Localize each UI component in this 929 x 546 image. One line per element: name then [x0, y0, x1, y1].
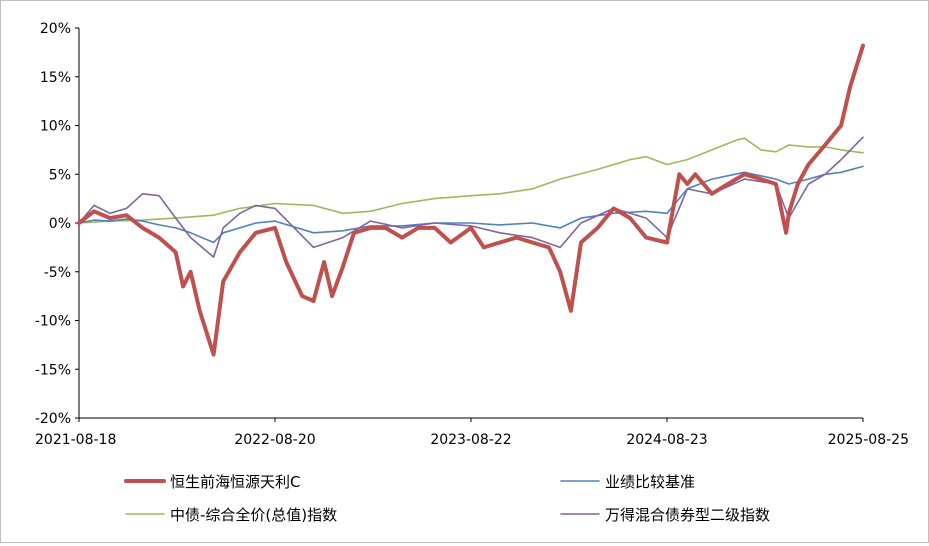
- legend-label-1: 恒生前海恒源天利C: [170, 473, 300, 491]
- y-tick-label: 15%: [40, 70, 71, 86]
- y-tick-label: 0%: [49, 216, 71, 232]
- y-tick-label: 10%: [40, 119, 71, 135]
- y-axis: -20% -15% -10% -5% 0% 5% 10% 15% 20%: [35, 21, 80, 427]
- y-tick-label: -20%: [35, 411, 71, 427]
- y-tick-label: 20%: [40, 21, 71, 37]
- series-line-1: [77, 43, 865, 357]
- x-tick-label: 2023-08-22: [430, 432, 511, 448]
- legend-label-4: 万得混合债券型二级指数: [605, 506, 770, 524]
- x-tick-label: 2025-08-25: [828, 432, 909, 448]
- y-tick-label: -15%: [35, 362, 71, 378]
- x-tick-label: 2024-08-23: [626, 432, 707, 448]
- series-line-4: [78, 136, 864, 258]
- series-line-3: [78, 137, 864, 224]
- x-axis: 2021-08-18 2022-08-20 2023-08-22 2024-08-23…: [35, 417, 909, 448]
- x-tick-label: 2022-08-20: [234, 432, 315, 448]
- y-tick-label: 5%: [49, 167, 71, 183]
- y-tick-label: -10%: [35, 314, 71, 330]
- y-tick-label: -5%: [44, 265, 71, 281]
- legend-label-2: 业绩比较基准: [605, 473, 695, 491]
- series-lines: [77, 43, 865, 357]
- x-tick-label: 2021-08-18: [35, 432, 116, 448]
- legend-label-3: 中债-综合全价(总值)指数: [170, 506, 337, 524]
